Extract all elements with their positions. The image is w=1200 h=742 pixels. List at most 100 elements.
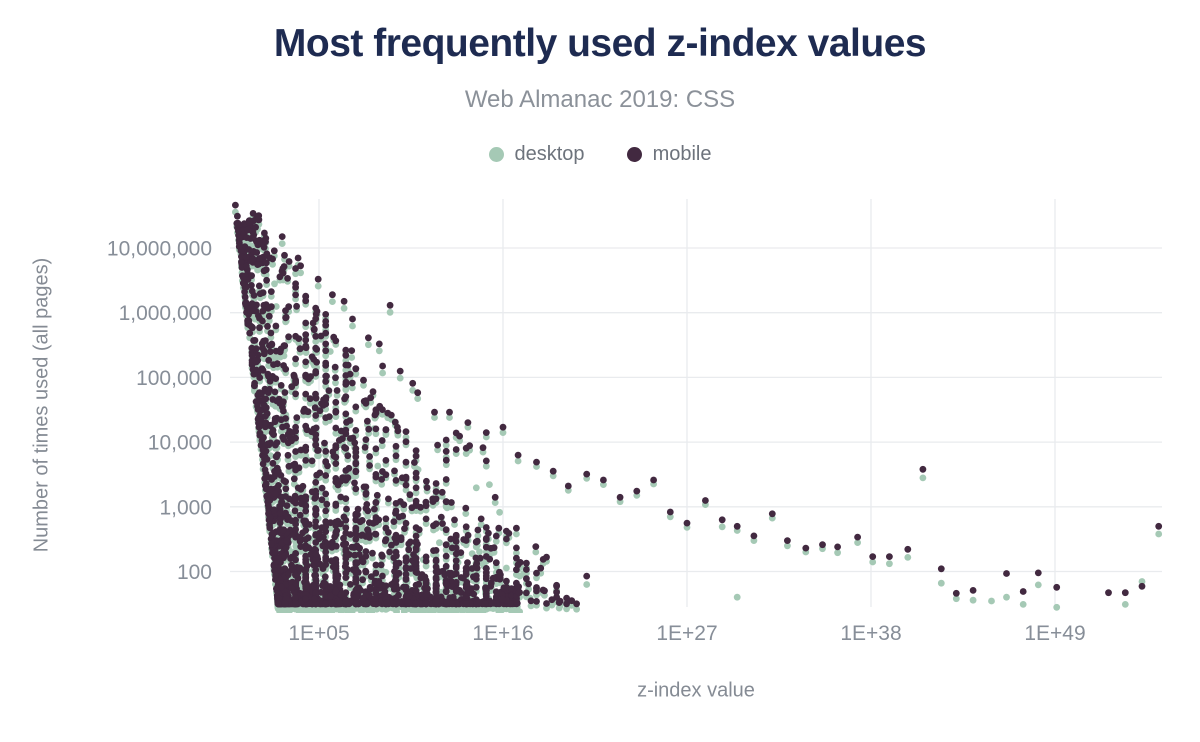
data-point-desktop bbox=[386, 308, 394, 316]
data-point-desktop bbox=[442, 546, 450, 554]
data-point-mobile bbox=[329, 291, 336, 299]
data-point-mobile bbox=[539, 586, 547, 594]
data-point-desktop bbox=[261, 428, 269, 436]
data-point-desktop bbox=[340, 304, 348, 312]
x-tick-label: 1E+16 bbox=[472, 622, 533, 645]
data-point-mobile bbox=[239, 279, 247, 287]
data-point-mobile bbox=[395, 569, 403, 577]
data-point-mobile bbox=[282, 415, 289, 422]
legend-item-desktop: desktop bbox=[488, 143, 585, 166]
data-point-desktop bbox=[919, 474, 927, 482]
data-point-mobile bbox=[413, 569, 421, 576]
data-point-mobile bbox=[834, 543, 841, 551]
data-point-mobile bbox=[296, 511, 304, 519]
data-point-mobile bbox=[616, 493, 624, 501]
data-point-desktop bbox=[422, 520, 430, 527]
data-point-mobile bbox=[352, 594, 360, 601]
data-point-mobile bbox=[322, 396, 330, 403]
data-point-desktop bbox=[434, 446, 441, 454]
data-point-mobile bbox=[272, 322, 280, 330]
data-point-mobile bbox=[302, 457, 310, 464]
data-point-mobile bbox=[283, 502, 291, 509]
data-point-mobile bbox=[400, 583, 407, 591]
data-point-mobile bbox=[289, 429, 297, 436]
data-point-mobile bbox=[382, 426, 390, 434]
data-point-mobile bbox=[491, 493, 499, 501]
data-point-mobile bbox=[312, 441, 320, 449]
data-point-mobile bbox=[523, 566, 530, 573]
data-point-mobile bbox=[402, 458, 410, 466]
data-point-mobile bbox=[487, 544, 495, 552]
data-point-mobile bbox=[329, 563, 337, 571]
data-point-mobile bbox=[1053, 583, 1061, 591]
data-point-mobile bbox=[236, 234, 244, 242]
data-point-mobile bbox=[347, 581, 354, 588]
data-point-mobile bbox=[349, 315, 356, 323]
data-point-desktop bbox=[272, 303, 280, 310]
data-point-mobile bbox=[279, 269, 287, 277]
data-point-desktop bbox=[375, 347, 383, 355]
data-point-mobile bbox=[342, 574, 350, 581]
data-point-mobile bbox=[412, 524, 420, 532]
data-point-desktop bbox=[491, 499, 499, 506]
data-point-mobile bbox=[267, 329, 275, 337]
data-point-desktop bbox=[516, 572, 524, 580]
data-point-mobile bbox=[482, 524, 490, 531]
data-point-mobile bbox=[266, 513, 274, 521]
data-point-mobile bbox=[352, 530, 360, 538]
data-point-mobile bbox=[282, 478, 289, 486]
data-point-mobile bbox=[325, 413, 333, 420]
data-point-mobile bbox=[352, 427, 360, 434]
data-point-mobile bbox=[372, 445, 380, 453]
data-point-mobile bbox=[377, 561, 385, 569]
data-point-mobile bbox=[402, 519, 410, 527]
data-point-desktop bbox=[378, 442, 386, 450]
data-point-mobile bbox=[543, 600, 550, 607]
data-point-mobile bbox=[281, 251, 288, 259]
y-tick-label: 100 bbox=[177, 561, 212, 584]
data-point-mobile bbox=[344, 452, 352, 460]
data-point-mobile bbox=[352, 459, 360, 467]
data-point-mobile bbox=[254, 216, 262, 224]
data-point-desktop bbox=[267, 293, 275, 300]
data-point-mobile bbox=[442, 456, 450, 464]
data-point-mobile bbox=[422, 600, 430, 608]
chart-subtitle: Web Almanac 2019: CSS bbox=[464, 86, 736, 113]
data-point-mobile bbox=[322, 472, 330, 479]
data-point-mobile bbox=[252, 223, 259, 231]
data-point-mobile bbox=[442, 552, 450, 560]
data-point-mobile bbox=[311, 595, 318, 603]
data-point-desktop bbox=[436, 539, 443, 547]
data-point-mobile bbox=[365, 425, 373, 433]
data-point-mobile bbox=[472, 538, 480, 546]
data-point-mobile bbox=[269, 459, 277, 467]
data-point-mobile bbox=[499, 595, 507, 603]
data-point-mobile bbox=[445, 569, 453, 577]
data-point-mobile bbox=[432, 557, 440, 565]
data-point-mobile bbox=[352, 569, 360, 576]
data-point-mobile bbox=[364, 417, 371, 425]
data-point-mobile bbox=[392, 559, 400, 567]
data-point-mobile bbox=[362, 436, 370, 443]
data-point-mobile bbox=[359, 558, 367, 566]
data-point-mobile bbox=[342, 560, 350, 567]
data-point-mobile bbox=[362, 600, 370, 607]
legend: desktop mobile bbox=[0, 143, 1200, 166]
data-point-mobile bbox=[497, 571, 504, 579]
data-point-mobile bbox=[302, 545, 310, 552]
x-tick-label: 1E+38 bbox=[840, 622, 901, 645]
data-point-mobile bbox=[288, 383, 296, 391]
data-point-mobile bbox=[302, 422, 310, 430]
data-point-desktop bbox=[379, 369, 386, 377]
data-point-mobile bbox=[335, 599, 343, 607]
data-point-mobile bbox=[442, 476, 450, 483]
data-point-mobile bbox=[472, 575, 480, 583]
data-point-mobile bbox=[372, 471, 380, 478]
data-point-mobile bbox=[402, 481, 410, 489]
data-point-mobile bbox=[312, 556, 320, 564]
data-point-mobile bbox=[332, 588, 340, 596]
data-point-mobile bbox=[265, 441, 273, 449]
data-point-mobile bbox=[255, 255, 263, 262]
data-point-mobile bbox=[342, 372, 350, 379]
data-point-desktop bbox=[486, 481, 493, 488]
